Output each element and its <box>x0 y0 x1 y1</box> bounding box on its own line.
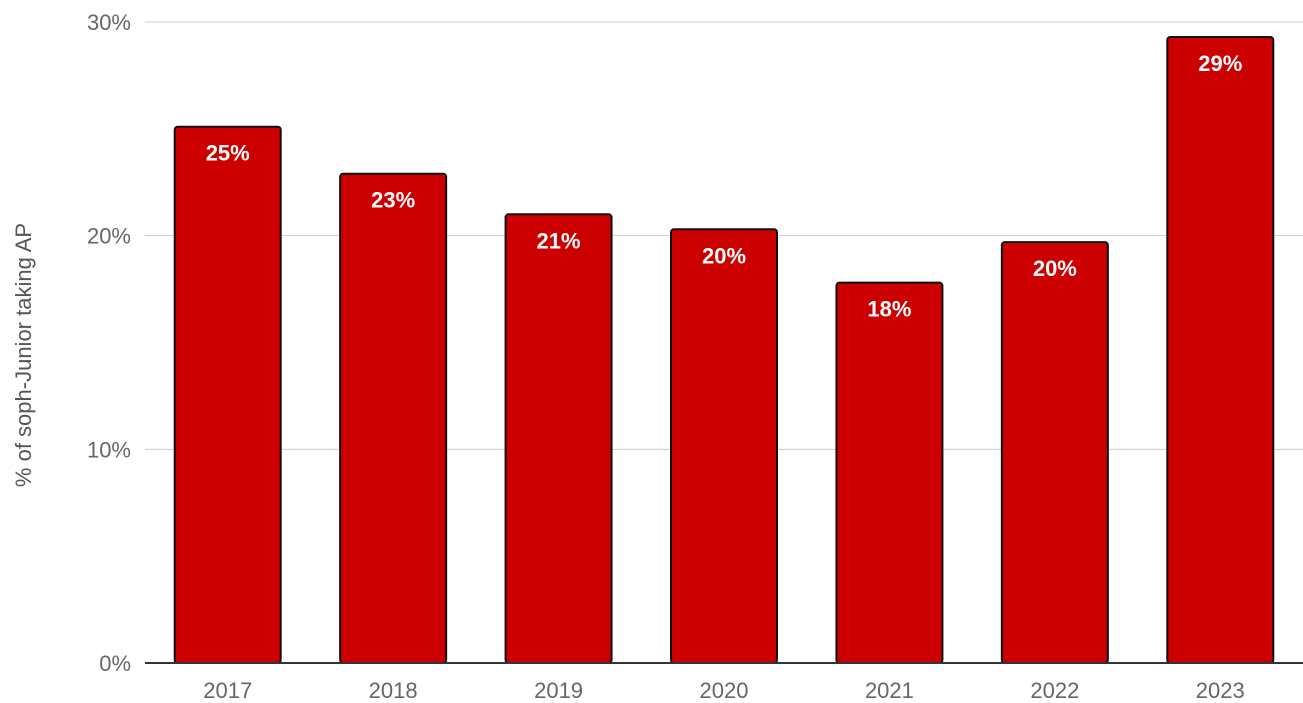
y-tick-label-3: 30% <box>87 10 131 35</box>
data-label-2017: 25% <box>206 141 250 166</box>
bar-2022[interactable] <box>1000 241 1109 664</box>
y-axis-label: % of soph-Junior taking AP <box>11 223 36 487</box>
data-label-2021: 18% <box>867 297 911 322</box>
bar-2023[interactable] <box>1166 35 1275 664</box>
x-tick-label-2023: 2023 <box>1196 678 1245 703</box>
data-label-2023: 29% <box>1198 51 1242 76</box>
bar-2018[interactable] <box>339 172 448 664</box>
x-tick-label-2022: 2022 <box>1030 678 1079 703</box>
x-tick-label-2018: 2018 <box>369 678 418 703</box>
y-tick-label-2: 20% <box>87 224 131 249</box>
data-label-2018: 23% <box>371 188 415 213</box>
bar-2017[interactable] <box>173 125 282 665</box>
data-label-2022: 20% <box>1033 256 1077 281</box>
y-tick-label-1: 10% <box>87 437 131 462</box>
y-tick-label-0: 0% <box>99 651 131 676</box>
x-tick-label-2019: 2019 <box>534 678 583 703</box>
x-tick-label-2020: 2020 <box>700 678 749 703</box>
bar-2021[interactable] <box>835 281 944 664</box>
bar-2020[interactable] <box>670 228 778 665</box>
bars: 25% 23% 21% 20% 18% 20% 29% <box>173 35 1275 665</box>
x-tick-label-2017: 2017 <box>203 678 252 703</box>
data-label-2020: 20% <box>702 243 746 268</box>
x-tick-label-2021: 2021 <box>865 678 914 703</box>
data-label-2019: 21% <box>537 228 581 253</box>
bar-2019[interactable] <box>504 213 613 665</box>
axes: 0% 10% 20% 30% 2017 2018 2019 2020 2021 2022 2023 <box>87 10 1303 703</box>
